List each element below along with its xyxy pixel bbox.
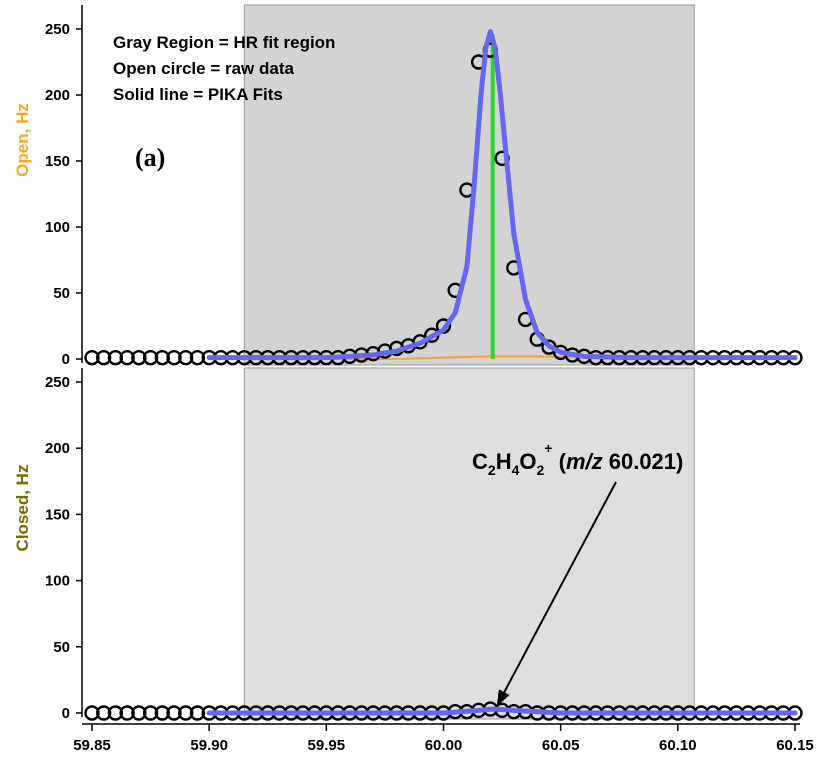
data-point — [189, 349, 206, 366]
y-tick-label: 150 — [45, 153, 70, 170]
y-tick-label: 0 — [62, 351, 70, 368]
data-point — [107, 705, 124, 721]
top-y-axis-label: Open, Hz — [13, 103, 32, 177]
open-panel: 0 50 100 150 200 250 Gray Region = HR fit reg… — [13, 4, 803, 368]
x-ticks: 59.85 59.90 59.95 60.00 60.05 60.10 60.15 — [73, 724, 814, 754]
top-series — [84, 29, 803, 366]
annotation-formula: C2​H4​O2​+​ (m/z 60.021) — [472, 440, 683, 478]
y-tick-label: 50 — [53, 285, 70, 302]
data-point — [119, 705, 135, 721]
legend-line-fit: Solid line = PIKA Fits — [113, 85, 283, 104]
annotation-part: ( — [552, 449, 566, 474]
annotation-arrowhead — [496, 689, 510, 707]
bottom-y-axis-label: Closed, Hz — [13, 465, 32, 552]
annotation-part: 60.021) — [603, 449, 684, 474]
annotation-part: H — [496, 449, 512, 474]
y-tick-label: 0 — [62, 705, 70, 722]
annotation-part: 4 — [512, 462, 520, 478]
x-tick-label: 60.15 — [776, 737, 814, 754]
data-point — [84, 705, 100, 721]
pika-fit-line — [206, 29, 798, 361]
annotation-part: + — [544, 440, 552, 456]
data-point — [96, 705, 112, 721]
x-tick-label: 59.95 — [308, 737, 346, 754]
bottom-series — [84, 701, 803, 721]
legend-line-region: Gray Region = HR fit region — [113, 33, 335, 52]
y-tick-label: 150 — [45, 506, 70, 523]
bottom-y-ticks: 0 50 100 150 200 250 — [45, 374, 82, 722]
data-point — [142, 349, 159, 366]
annotation-part: 2 — [488, 462, 496, 478]
x-tick-label: 60.10 — [659, 737, 697, 754]
y-tick-label: 250 — [45, 21, 70, 38]
data-point — [189, 705, 206, 721]
data-point — [154, 349, 171, 366]
data-point — [131, 349, 147, 366]
x-tick-label: 60.05 — [542, 737, 580, 754]
y-tick-label: 250 — [45, 374, 70, 391]
data-point — [178, 349, 194, 366]
y-tick-label: 50 — [53, 639, 70, 656]
bottom-fit-region — [243, 367, 695, 720]
annotation-part: O — [519, 449, 536, 474]
data-point — [119, 349, 135, 366]
data-point — [178, 705, 194, 721]
x-tick-label: 59.90 — [190, 737, 228, 754]
data-point — [107, 349, 124, 366]
y-tick-label: 200 — [45, 87, 70, 104]
data-point — [96, 349, 112, 366]
panel-label: (a) — [135, 143, 165, 172]
y-tick-label: 100 — [45, 219, 70, 236]
annotation-part: C — [472, 449, 488, 474]
data-point — [84, 349, 100, 366]
data-point — [142, 705, 159, 721]
legend-line-circle: Open circle = raw data — [113, 59, 294, 78]
data-point — [166, 349, 182, 366]
data-point — [131, 705, 147, 721]
top-y-ticks: 0 50 100 150 200 250 — [45, 21, 82, 368]
annotation-arrow — [503, 481, 617, 693]
annotation-part: m/z — [566, 449, 603, 474]
x-tick-label: 60.00 — [425, 737, 463, 754]
y-tick-label: 100 — [45, 573, 70, 590]
annotation-part: 2 — [537, 462, 545, 478]
x-tick-label: 59.85 — [73, 737, 111, 754]
data-point — [166, 705, 182, 721]
pika-fit-line — [206, 706, 798, 716]
closed-panel: 0 50 100 150 200 250 59.85 59.90 59.95 60.00 60.0… — [13, 367, 814, 754]
data-point — [154, 705, 171, 721]
y-tick-label: 200 — [45, 440, 70, 457]
